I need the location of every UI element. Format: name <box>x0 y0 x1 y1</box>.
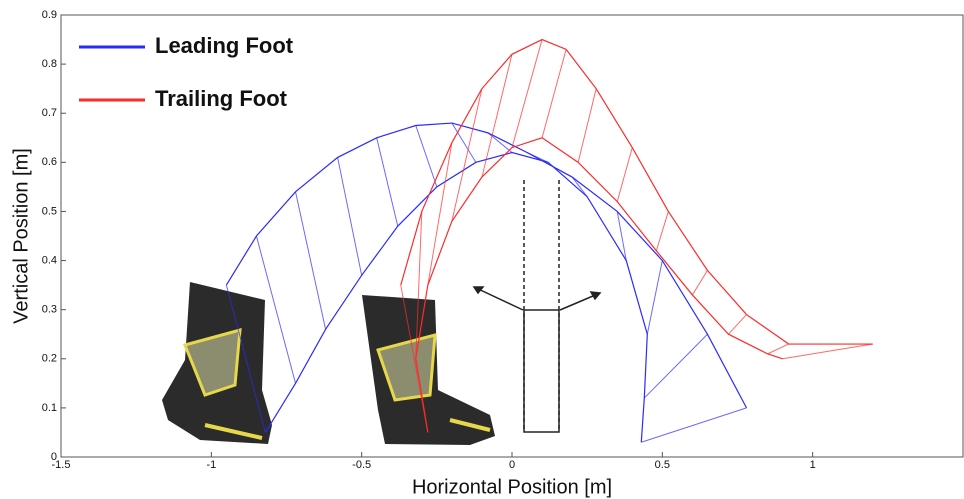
obstacle <box>474 180 600 432</box>
foot-stick <box>656 211 668 250</box>
foot-stick <box>296 192 326 330</box>
foot-path <box>416 138 783 433</box>
x-tick-label: 0 <box>509 459 515 471</box>
foot-stick <box>428 143 452 285</box>
foot-stick <box>542 49 566 137</box>
x-tick-label: -1 <box>206 459 216 471</box>
y-tick-label: 0.3 <box>42 304 57 316</box>
y-tick-label: 0.4 <box>42 254 57 266</box>
foot-stick <box>482 54 512 177</box>
y-tick-label: 0.8 <box>42 58 57 70</box>
y-tick-label: 0.9 <box>42 9 57 21</box>
foot-stick <box>377 138 398 226</box>
chart: Horizontal Position [m] Vertical Positio… <box>0 0 964 499</box>
y-axis-label: Vertical Position [m] <box>10 148 32 324</box>
foot-stick <box>647 261 662 335</box>
y-tick-label: 0 <box>51 451 57 463</box>
foot-stick <box>452 89 482 222</box>
y-tick-label: 0.5 <box>42 205 57 217</box>
x-tick-label: -0.5 <box>352 459 371 471</box>
x-tick-label: 1 <box>810 459 816 471</box>
boot-left <box>162 282 272 444</box>
foot-stick <box>783 344 873 359</box>
y-tick-label: 0.2 <box>42 353 57 365</box>
legend-label: Leading Foot <box>155 33 294 58</box>
foot-stick <box>768 344 789 354</box>
foot-stick <box>644 334 707 398</box>
y-tick-label: 0.1 <box>42 402 57 414</box>
boot-right <box>362 295 495 445</box>
foot-stick <box>617 148 632 202</box>
y-tick-label: 0.6 <box>42 156 57 168</box>
x-tick-label: 0.5 <box>655 459 670 471</box>
x-axis-label: Horizontal Position [m] <box>412 476 612 498</box>
foot-stick <box>641 408 746 442</box>
foot-stick <box>338 157 362 275</box>
legend-label: Trailing Foot <box>155 86 288 111</box>
y-tick-label: 0.7 <box>42 107 57 119</box>
foot-stick <box>578 89 596 163</box>
foot-stick <box>728 315 746 335</box>
foot-stick <box>692 270 707 295</box>
foot-stick <box>512 40 542 148</box>
foot-stick <box>416 126 437 187</box>
